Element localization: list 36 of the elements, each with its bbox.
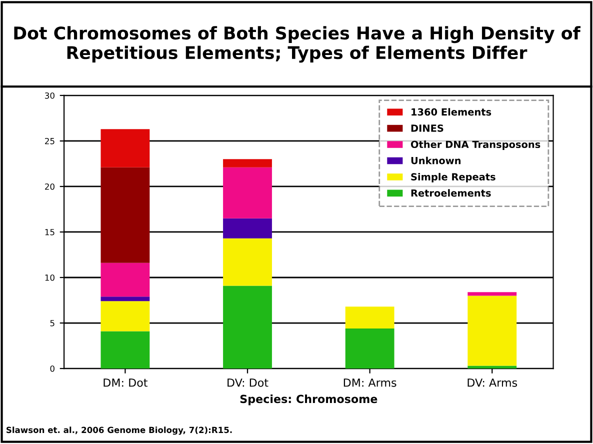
legend-label: Other DNA Transposons: [410, 140, 540, 150]
bar: [223, 159, 272, 168]
bar: [223, 218, 272, 238]
bar: [100, 129, 150, 168]
legend-label: Unknown: [411, 156, 460, 164]
y-tick-label: 30: [45, 92, 54, 99]
legend-label: Simple Repeats: [411, 172, 496, 182]
y-tick-label: 15: [45, 229, 54, 236]
x-axis-title: Species: Chromosome: [240, 394, 378, 406]
bar: [223, 238, 272, 286]
bar: [100, 331, 150, 369]
y-tick-label: 20: [45, 183, 54, 190]
chart-title: Dot Chromosomes of Both Species Have a High Density of Repetitious Elements; Types of Elements Differ: [14, 26, 581, 63]
y-tick-label: 0: [50, 366, 54, 372]
bar: [468, 296, 517, 366]
y-tick-label: 25: [45, 138, 54, 144]
bar: [100, 301, 150, 332]
bar: [468, 292, 517, 296]
x-tick-label: DM: Dot: [104, 378, 148, 387]
bar: [223, 286, 272, 369]
text: Slawson et. al., 2006 Genome Biology, 7(2):R15.: [6, 426, 232, 435]
legend-label: 1360 Elements: [412, 108, 492, 116]
legend-label: Retroelements: [411, 189, 491, 197]
bar: [223, 167, 272, 218]
bar: [100, 262, 150, 297]
bar: [468, 366, 517, 369]
y-tick-label: 10: [45, 274, 54, 281]
bar: [100, 167, 150, 263]
legend-label: DINES: [411, 124, 444, 132]
y-tick-label: 5: [50, 320, 54, 326]
bar: [345, 306, 394, 328]
x-tick-label: DV: Dot: [228, 378, 268, 387]
x-tick-label: DV: Arms: [468, 378, 518, 387]
bar: [345, 328, 394, 369]
x-tick-label: DM: Arms: [344, 378, 396, 387]
bar: [100, 296, 150, 302]
